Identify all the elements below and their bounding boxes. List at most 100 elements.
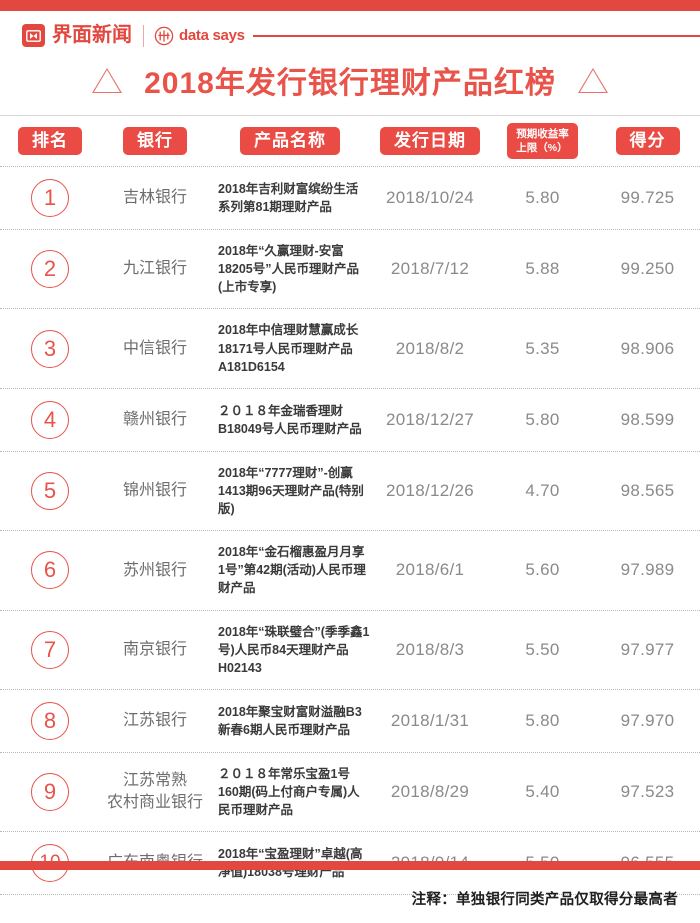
cell-bank: 吉林银行 — [100, 187, 210, 209]
cell-score: 98.906 — [595, 339, 700, 359]
product-name: ２０１８年常乐宝盈1号160期(码上付商户专属)人民币理财产品 — [218, 766, 360, 818]
bank-name: 苏州银行 — [122, 561, 187, 579]
table-row: 4 赣州银行 ２０１８年金瑞香理财B18049号人民币理财产品 2018/12/27 5… — [0, 389, 700, 451]
cell-rate: 5.35 — [490, 339, 595, 359]
brand-divider — [143, 24, 144, 47]
row-divider — [0, 831, 700, 833]
table-row: 1 吉林银行 2018年吉利财富缤纷生活系列第81期理财产品 2018/10/24 5.… — [0, 167, 700, 229]
cell-rate: 5.40 — [490, 782, 595, 802]
rank-badge: 5 — [31, 471, 69, 510]
bank-name: 吉林银行 — [122, 189, 187, 207]
header-cell-date: 发行日期 — [370, 126, 490, 156]
table-row: 5 锦州银行 2018年“7777理财”-创赢1413期96天理财产品(特别版) 20… — [0, 452, 700, 530]
header-cell-score: 得分 — [595, 126, 700, 156]
issue-date: 2018/12/27 — [385, 409, 475, 429]
bank-name: 江苏常熟 农村商业银行 — [106, 772, 203, 812]
cell-rate: 5.88 — [490, 259, 595, 279]
header-cell-bank: 银行 — [100, 126, 210, 156]
score-value: 97.977 — [620, 639, 675, 659]
row-divider — [0, 450, 700, 452]
cell-date: 2018/6/1 — [370, 560, 490, 580]
rank-badge: 6 — [31, 551, 69, 590]
table-row: 9 江苏常熟 农村商业银行 ２０１８年常乐宝盈1号160期(码上付商户专属)人民币理… — [0, 753, 700, 831]
row-divider — [0, 387, 700, 389]
cell-bank: 南京银行 — [100, 639, 210, 661]
expected-rate: 5.60 — [525, 560, 560, 580]
cell-bank: 赣州银行 — [100, 409, 210, 431]
bank-name: 赣州银行 — [122, 410, 187, 428]
cell-product: 2018年聚宝财富财溢融B3新春6期人民币理财产品 — [210, 703, 370, 739]
ranking-table: 排名 银行 产品名称 发行日期 预期收益率 上限（%） 得分 1 吉林银行 2018… — [0, 116, 700, 896]
bank-name: 江苏银行 — [122, 712, 187, 730]
expected-rate: 5.35 — [525, 338, 560, 358]
cell-product: 2018年“金石榴惠盈月月享1号”第42期(活动)人民币理财产品 — [210, 543, 370, 597]
cell-date: 2018/10/24 — [370, 188, 490, 208]
data-says-mark-icon — [154, 26, 174, 46]
expected-rate: 5.80 — [525, 710, 560, 730]
cell-bank: 江苏常熟 农村商业银行 — [100, 770, 210, 813]
score-value: 97.989 — [620, 560, 675, 580]
row-divider — [0, 308, 700, 310]
cell-product: 2018年“7777理财”-创赢1413期96天理财产品(特别版) — [210, 464, 370, 518]
expected-rate: 5.40 — [525, 782, 560, 802]
score-value: 99.250 — [620, 259, 675, 279]
header-cell-rate: 预期收益率 上限（%） — [490, 122, 595, 160]
cell-rate: 5.60 — [490, 560, 595, 580]
cell-date: 2018/1/31 — [370, 711, 490, 731]
cell-bank: 苏州银行 — [100, 560, 210, 582]
score-value: 97.523 — [620, 782, 675, 802]
cell-bank: 中信银行 — [100, 338, 210, 360]
cell-product: ２０１８年常乐宝盈1号160期(码上付商户专属)人民币理财产品 — [210, 765, 370, 819]
issue-date: 2018/8/29 — [390, 782, 470, 802]
score-value: 98.565 — [620, 480, 675, 500]
row-divider — [0, 530, 700, 532]
expected-rate: 4.70 — [525, 480, 560, 500]
product-name: 2018年“珠联璧合”(季季鑫1号)人民币84天理财产品H02143 — [218, 624, 370, 675]
issue-date: 2018/7/12 — [390, 259, 470, 279]
table-row: 2 九江银行 2018年“久赢理财-安富18205号”人民币理财产品(上市专享) 20… — [0, 230, 700, 308]
row-divider — [0, 229, 700, 230]
data-says-label: data says — [179, 27, 245, 44]
issue-date: 2018/10/24 — [385, 188, 475, 207]
rank-badge: 2 — [31, 250, 69, 289]
title-divider — [0, 115, 700, 116]
cell-rank: 5 — [0, 471, 100, 510]
cell-date: 2018/12/26 — [370, 481, 490, 501]
triangle-outline-icon-left — [92, 67, 123, 93]
rank-badge: 4 — [31, 400, 69, 439]
bank-name: 九江银行 — [122, 260, 187, 278]
row-divider — [0, 751, 700, 753]
rank-badge: 1 — [31, 179, 69, 217]
cell-rate: 5.80 — [490, 711, 595, 731]
cell-rank: 9 — [0, 773, 100, 812]
page-title: 2018年发行银行理财产品红榜 — [144, 67, 556, 100]
expected-rate: 5.80 — [525, 409, 560, 429]
brand-name: 界面新闻 — [52, 24, 132, 46]
brand-header: 界面新闻 data says — [0, 11, 700, 49]
cell-score: 98.599 — [595, 410, 700, 430]
bank-name: 中信银行 — [122, 339, 187, 357]
column-label-rate-line1: 预期收益率 — [516, 127, 569, 140]
product-name: 2018年“7777理财”-创赢1413期96天理财产品(特别版) — [218, 465, 364, 516]
expected-rate: 5.50 — [525, 639, 560, 659]
table-row: 6 苏州银行 2018年“金石榴惠盈月月享1号”第42期(活动)人民币理财产品 201… — [0, 531, 700, 609]
rank-badge: 7 — [31, 630, 69, 669]
cell-rate: 5.80 — [490, 410, 595, 430]
product-name: ２０１８年金瑞香理财B18049号人民币理财产品 — [218, 403, 362, 436]
cell-rate: 5.80 — [490, 188, 595, 208]
cell-product: 2018年“珠联璧合”(季季鑫1号)人民币84天理财产品H02143 — [210, 623, 370, 677]
cell-score: 97.970 — [595, 711, 700, 731]
cell-rank: 6 — [0, 551, 100, 590]
rank-badge: 8 — [31, 701, 69, 740]
column-label-date: 发行日期 — [380, 126, 480, 156]
rank-badge: 3 — [31, 329, 69, 368]
bank-name: 南京银行 — [122, 640, 187, 658]
interface-news-logo-icon — [22, 24, 45, 47]
cell-product: 2018年“久赢理财-安富18205号”人民币理财产品(上市专享) — [210, 242, 370, 296]
header-cell-product: 产品名称 — [210, 126, 370, 156]
page-title-row: 2018年发行银行理财产品红榜 — [0, 57, 700, 103]
cell-bank: 江苏银行 — [100, 710, 210, 732]
issue-date: 2018/8/2 — [395, 338, 465, 358]
table-row: 7 南京银行 2018年“珠联璧合”(季季鑫1号)人民币84天理财产品H02143 2… — [0, 611, 700, 689]
table-row: 8 江苏银行 2018年聚宝财富财溢融B3新春6期人民币理财产品 2018/1/31 5… — [0, 690, 700, 752]
